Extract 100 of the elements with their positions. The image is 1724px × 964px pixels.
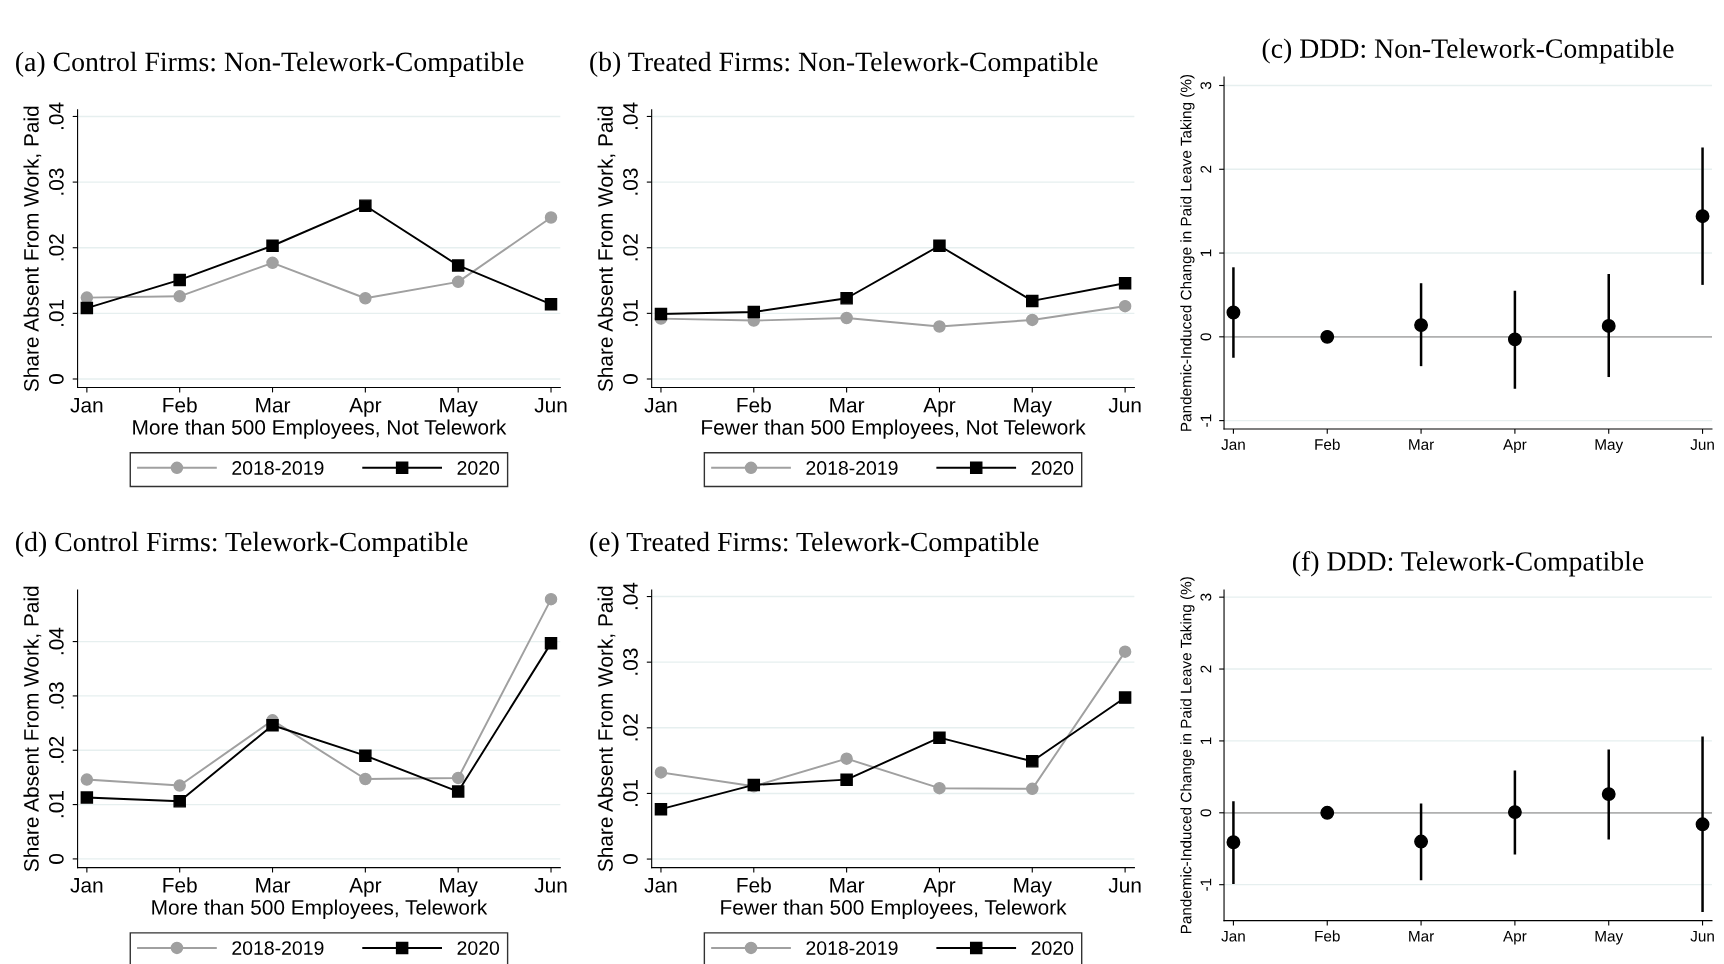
y-tick-label: .04	[48, 102, 64, 130]
y-tick-label: 1	[1200, 737, 1212, 744]
legend-label: 2020	[457, 941, 500, 955]
chart-title: (e) Treated Firms: Telework-Compatible	[590, 531, 1039, 557]
point	[359, 199, 372, 212]
y-tick-label: -1	[1200, 878, 1212, 891]
point	[1118, 691, 1132, 704]
point	[1026, 782, 1039, 796]
point	[451, 259, 465, 272]
legend-label: 2020	[457, 461, 500, 475]
point	[451, 785, 465, 798]
point	[1695, 209, 1710, 224]
x-tick-label: Jan	[1221, 930, 1245, 942]
point	[654, 802, 668, 816]
x-tick-label: Jun	[1108, 398, 1141, 413]
y-tick-label: 0	[1200, 333, 1212, 341]
x-tick-label: Mar	[1409, 930, 1434, 942]
y-axis-title: Share Absent From Work, Paid	[23, 586, 42, 872]
x-axis-title: More than 500 Employees, Telework	[152, 899, 488, 919]
x-tick-label: Apr	[1503, 439, 1527, 453]
y-tick-label: .03	[623, 168, 638, 195]
point	[266, 239, 279, 253]
x-tick-label: Apr	[349, 398, 382, 417]
legend-label: 2020	[1031, 461, 1074, 475]
point	[840, 773, 853, 786]
y-tick-label: .02	[623, 234, 638, 261]
y-tick-label: -1	[1200, 414, 1212, 427]
x-tick-label: Mar	[830, 878, 865, 893]
point	[544, 636, 558, 650]
y-tick-label: .04	[623, 582, 638, 610]
point	[1118, 276, 1132, 290]
x-tick-label: Feb	[163, 397, 197, 413]
point	[1226, 835, 1241, 850]
y-tick-label: 0	[623, 854, 638, 865]
legend-label: 2020	[1031, 941, 1074, 955]
x-tick-label: Jan	[1221, 439, 1245, 450]
x-tick-label: Mar	[830, 398, 865, 413]
point	[1414, 318, 1429, 333]
y-tick-label: 2	[1200, 165, 1212, 173]
point	[933, 781, 946, 795]
y-tick-label: .01	[48, 791, 64, 818]
x-tick-label: Apr	[923, 878, 956, 897]
y-axis-title: Share Absent From Work, Paid	[23, 106, 42, 392]
y-tick-label: 0	[623, 374, 638, 384]
x-tick-label: Jun	[534, 398, 567, 413]
y-axis-title: Share Absent From Work, Paid	[597, 586, 616, 872]
y-tick-label: 2	[1200, 665, 1212, 673]
y-tick-label: .03	[48, 168, 64, 195]
point	[747, 305, 761, 319]
point	[1118, 645, 1132, 658]
chart-title: (d) Control Firms: Telework-Compatible	[16, 531, 468, 557]
y-tick-label: .01	[48, 299, 64, 326]
point	[933, 239, 946, 253]
point	[544, 211, 558, 224]
point	[173, 779, 186, 792]
point	[1601, 787, 1616, 802]
x-tick-label: Feb	[163, 877, 197, 893]
y-tick-label: .01	[623, 299, 638, 326]
point	[173, 273, 186, 287]
x-tick-label: Apr	[349, 878, 382, 897]
y-tick-label: .01	[623, 779, 638, 807]
point	[359, 772, 372, 786]
x-tick-label: Jan	[70, 878, 103, 893]
x-tick-label: Jan	[644, 398, 677, 413]
point	[80, 291, 94, 304]
x-tick-label: Jun	[1690, 930, 1714, 942]
x-axis-title: More than 500 Employees, Not Telework	[133, 419, 507, 439]
x-tick-label: May	[1595, 930, 1624, 945]
x-tick-label: Jan	[644, 878, 677, 893]
point	[1601, 318, 1616, 333]
legend-label: 2018-2019	[232, 461, 324, 475]
point	[80, 791, 94, 804]
chart-title: (a) Control Firms: Non-Telework-Compatible	[16, 51, 524, 77]
x-tick-label: Feb	[737, 877, 771, 893]
point	[840, 752, 853, 765]
point	[1226, 305, 1241, 320]
point	[1695, 817, 1710, 832]
point	[1414, 834, 1429, 849]
x-tick-label: May	[440, 878, 478, 897]
y-tick-label: 3	[1200, 593, 1212, 601]
legend-label: 2018-2019	[232, 941, 324, 955]
x-tick-label: Jun	[1108, 878, 1141, 893]
x-tick-label: Jun	[1690, 439, 1714, 450]
chart-title: (f) DDD: Telework-Compatible	[1293, 550, 1644, 577]
legend-label: 2018-2019	[806, 941, 898, 955]
point	[173, 290, 186, 303]
point	[80, 301, 94, 315]
chart-title: (c) DDD: Non-Telework-Compatible	[1262, 38, 1674, 64]
point	[544, 297, 558, 311]
point	[1320, 805, 1335, 820]
x-tick-label: Apr	[923, 398, 956, 417]
point	[654, 307, 668, 321]
y-axis-title: Pandemic-Induced Change in Paid Leave Taking (%)	[1180, 74, 1195, 431]
x-tick-label: May	[440, 398, 478, 417]
point	[933, 731, 946, 744]
y-tick-label: .02	[48, 234, 64, 261]
y-axis-title: Share Absent From Work, Paid	[597, 106, 616, 392]
point	[80, 773, 94, 786]
point	[1507, 805, 1522, 820]
x-tick-label: Apr	[1503, 930, 1527, 945]
